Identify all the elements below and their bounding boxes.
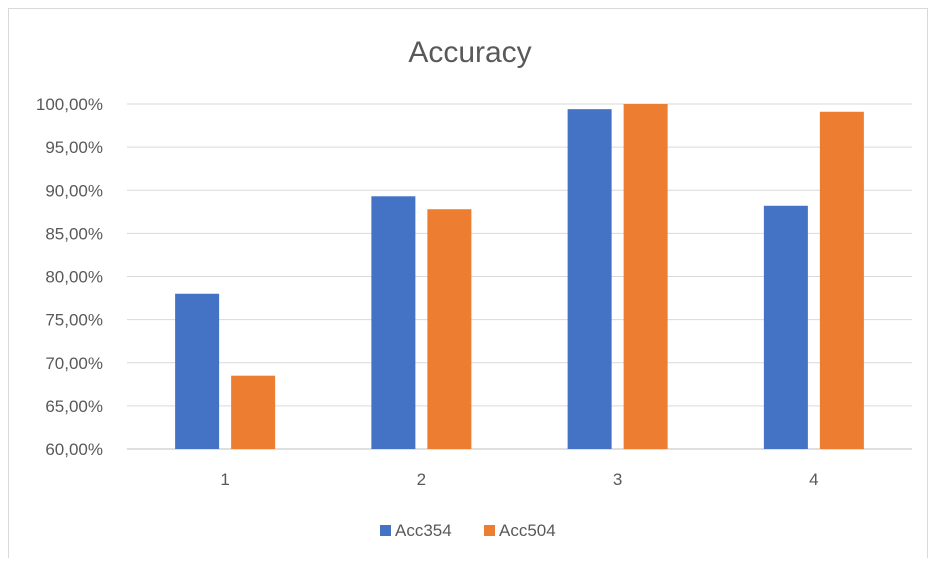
chart-area: [8, 8, 928, 558]
legend: Acc354 Acc504: [380, 521, 556, 540]
chart-title: Accuracy: [408, 36, 531, 69]
y-tick-label: 75,00%: [45, 311, 103, 330]
bar-acc504-3: [623, 104, 668, 449]
y-tick-label: 95,00%: [45, 138, 103, 157]
bar-acc504-2: [427, 209, 472, 449]
y-tick-label: 80,00%: [45, 268, 103, 287]
bar-acc504-4: [819, 111, 864, 449]
bar-acc504-1: [231, 375, 276, 449]
bar-acc354-2: [371, 196, 416, 449]
bar-acc354-4: [763, 205, 808, 449]
legend-label: Acc354: [395, 521, 452, 540]
legend-swatch-acc504: [484, 525, 495, 536]
legend-swatch-acc354: [380, 525, 391, 536]
y-tick-label: 100,00%: [36, 95, 103, 114]
y-tick-label: 65,00%: [45, 397, 103, 416]
x-tick-label: 1: [220, 470, 229, 489]
y-tick-label: 60,00%: [45, 440, 103, 459]
x-axis-ticks: 1 2 3 4: [220, 470, 818, 489]
x-tick-label: 2: [417, 470, 426, 489]
y-tick-label: 70,00%: [45, 354, 103, 373]
bar-acc354-3: [567, 109, 612, 450]
y-tick-label: 90,00%: [45, 181, 103, 200]
bars: [175, 104, 864, 450]
x-tick-label: 3: [613, 470, 622, 489]
bar-acc354-1: [175, 293, 220, 449]
y-tick-label: 85,00%: [45, 224, 103, 243]
y-axis-ticks: 60,00% 65,00% 70,00% 75,00% 80,00% 85,00% 90,0…: [36, 95, 103, 459]
legend-label: Acc504: [499, 521, 556, 540]
x-tick-label: 4: [809, 470, 818, 489]
